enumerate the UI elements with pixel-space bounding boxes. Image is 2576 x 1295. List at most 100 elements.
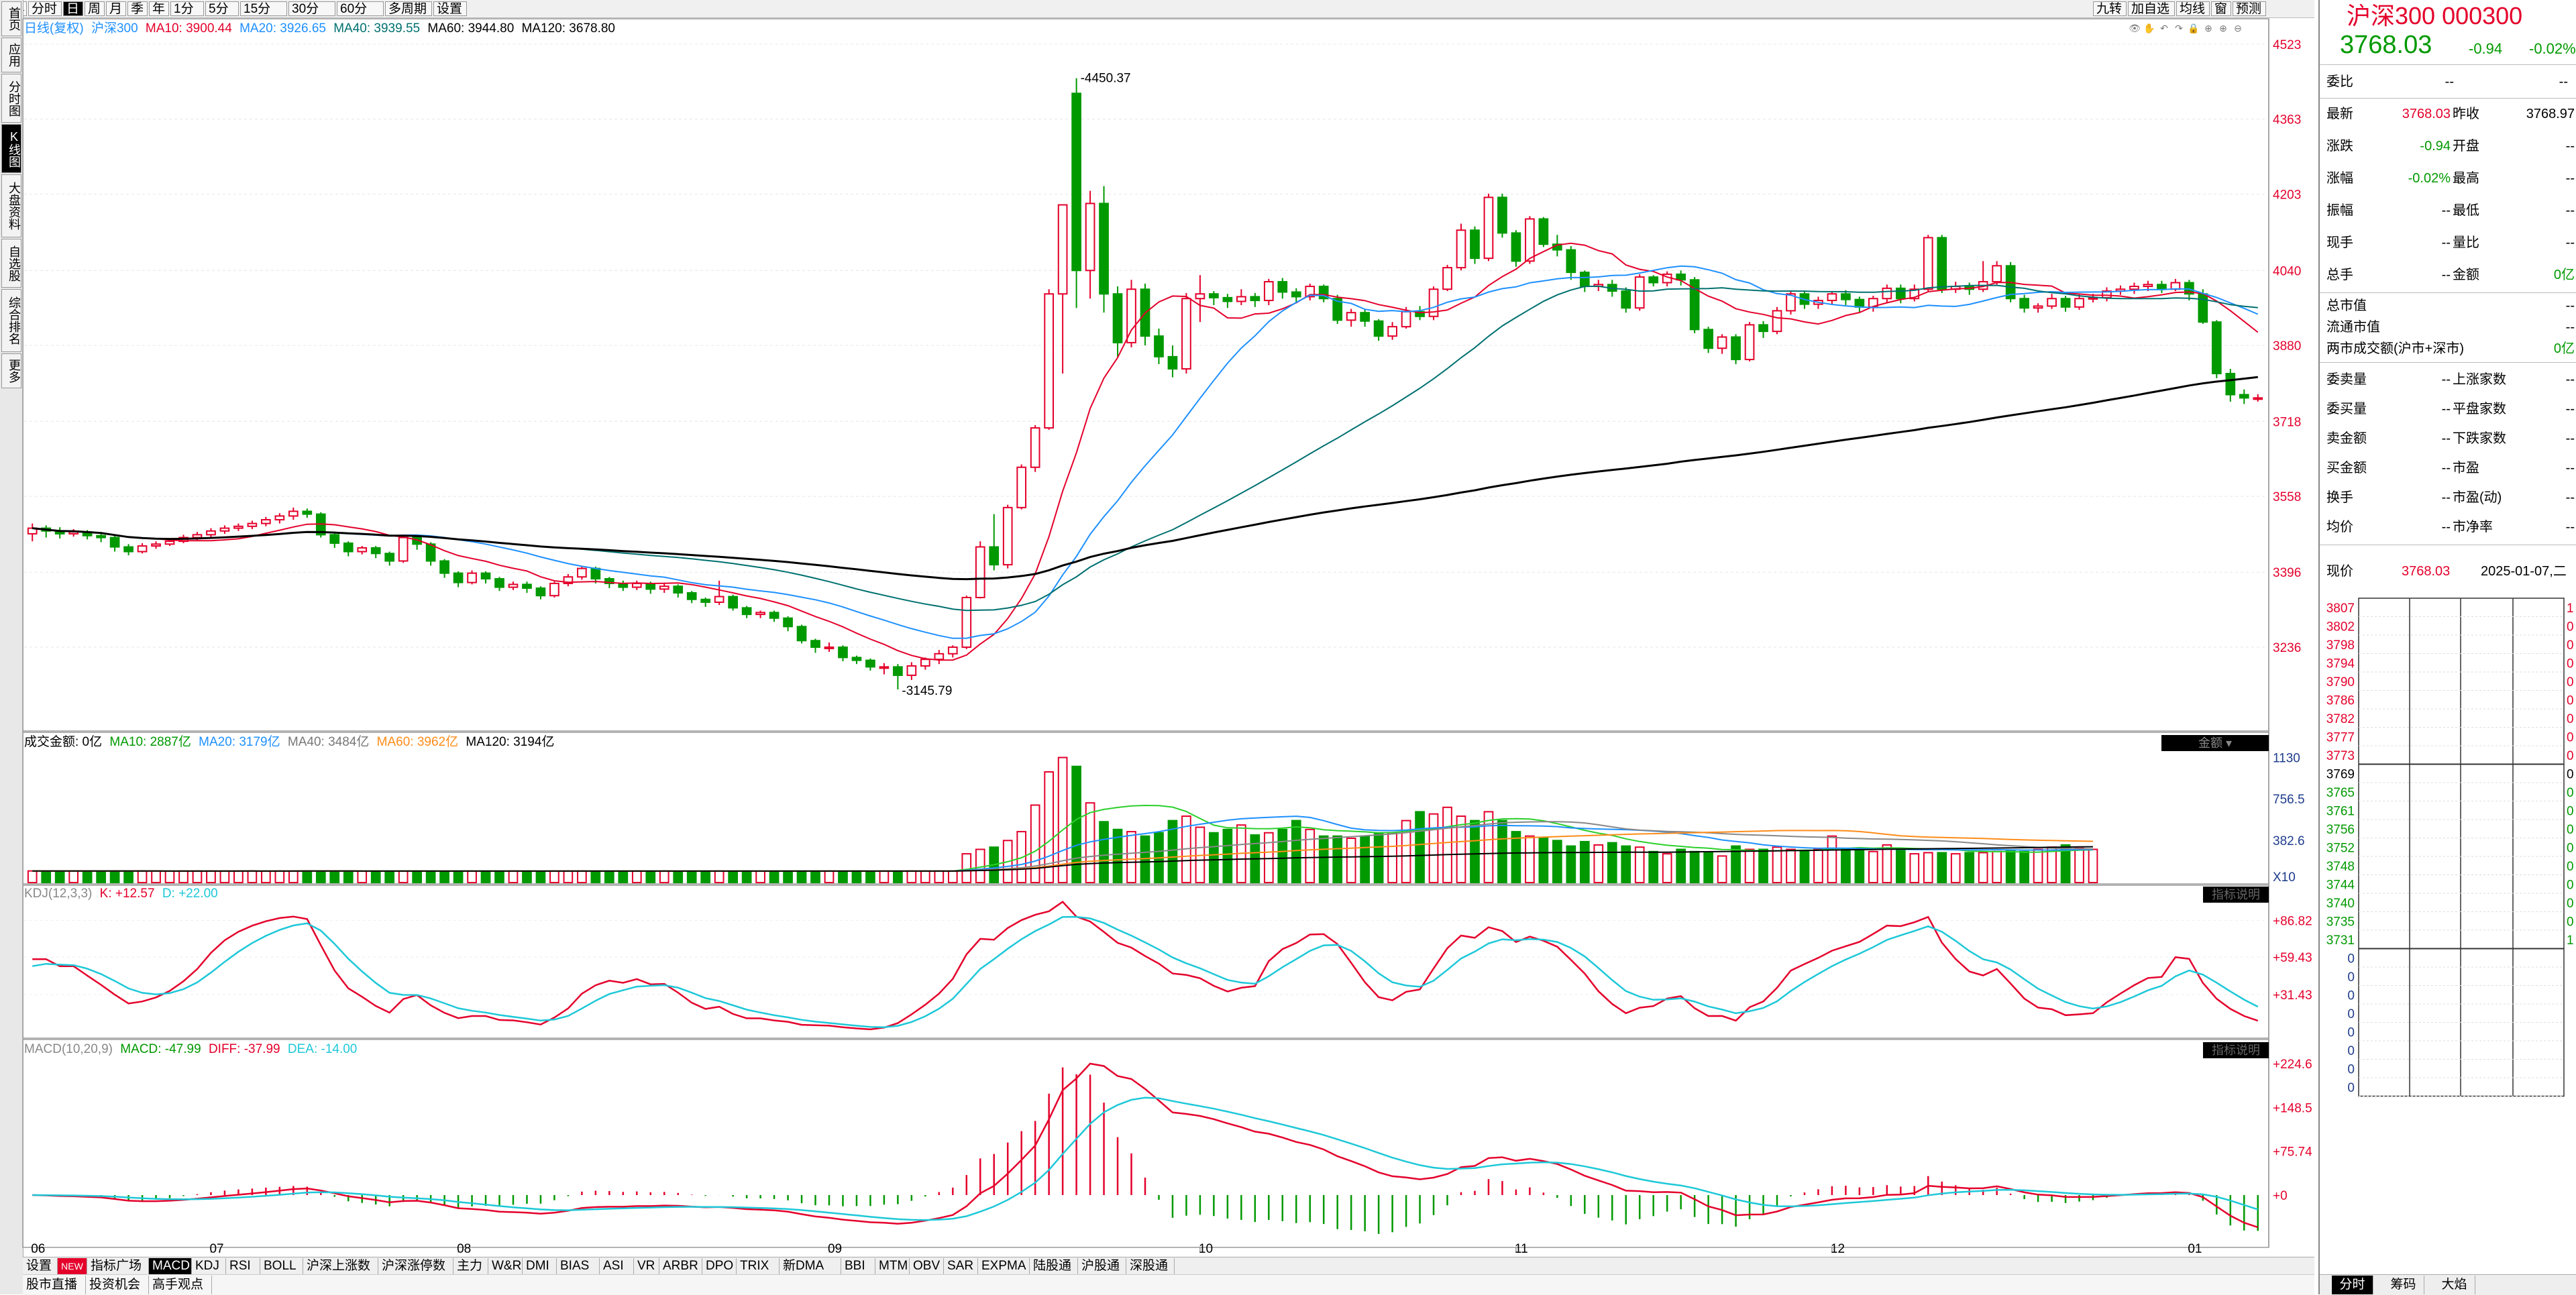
indicator-tab-23[interactable]: EXPMA	[978, 1258, 1030, 1274]
indicator-tab-16[interactable]: DPO	[702, 1258, 737, 1274]
mini-intraday-chart[interactable]: 3807 3802 3798 3794 3790 3786 3782 3777 3773 3769…	[2320, 593, 2575, 1274]
period-tab-11[interactable]: 多周期	[385, 1, 432, 16]
candle[interactable]	[439, 559, 449, 578]
period-tab-1[interactable]: 日	[63, 1, 83, 16]
candle[interactable]	[1621, 287, 1631, 313]
candle[interactable]	[741, 606, 752, 618]
indicator-tab-13[interactable]: ASI	[600, 1258, 634, 1274]
toolbar-right-button-4[interactable]: 预测	[2233, 1, 2266, 16]
candle[interactable]	[1167, 345, 1178, 378]
zoom-in-icon[interactable]: ⊕	[2219, 23, 2227, 34]
indicator-tab-12[interactable]: BIAS	[557, 1258, 600, 1274]
candle[interactable]	[810, 638, 820, 653]
indicator-tab-15[interactable]: ARBR	[659, 1258, 702, 1274]
indicator-tab-9[interactable]: 主力	[453, 1258, 488, 1274]
indicator-tab-0[interactable]: 设置	[23, 1258, 58, 1274]
candle[interactable]	[1648, 275, 1659, 287]
candle[interactable]	[1703, 327, 1713, 353]
period-tab-12[interactable]: 设置	[433, 1, 467, 16]
candle[interactable]	[2211, 320, 2222, 378]
indicator-tab-4[interactable]: KDJ	[192, 1258, 226, 1274]
candle[interactable]	[714, 580, 724, 606]
candle[interactable]	[975, 541, 985, 599]
sidebar-tab-6[interactable]: 综合排名	[1, 289, 21, 352]
candle[interactable]	[1909, 284, 1920, 302]
candle[interactable]	[1868, 296, 1878, 312]
candle[interactable]	[686, 591, 697, 604]
candle[interactable]	[2129, 282, 2139, 294]
candle[interactable]	[989, 514, 1000, 571]
candle[interactable]	[2239, 389, 2249, 404]
candle[interactable]	[1538, 217, 1549, 247]
candle[interactable]	[1937, 235, 1947, 293]
candle[interactable]	[631, 580, 642, 590]
candle[interactable]	[1332, 294, 1343, 324]
candle[interactable]	[1950, 282, 1961, 293]
indicator-tab-7[interactable]: 沪深上涨数	[303, 1258, 378, 1274]
news-tab-1[interactable]: 投资机会	[86, 1276, 149, 1294]
target-icon[interactable]: ⊕	[2204, 23, 2212, 34]
candle[interactable]	[425, 542, 436, 566]
candle[interactable]	[618, 580, 629, 592]
quote-tab-1[interactable]: 筹码	[2383, 1276, 2424, 1294]
candle[interactable]	[1511, 230, 1521, 267]
candle[interactable]	[2198, 289, 2208, 324]
candle[interactable]	[1291, 288, 1301, 302]
quote-tab-2[interactable]: 大焰	[2434, 1276, 2475, 1294]
candle[interactable]	[783, 616, 793, 632]
sidebar-tab-1[interactable]: 应用	[1, 38, 21, 72]
toolbar-right-button-2[interactable]: 均线	[2176, 1, 2210, 16]
candle[interactable]	[1360, 309, 1371, 327]
candle[interactable]	[1099, 186, 1109, 313]
candle[interactable]	[1470, 226, 1480, 264]
candle[interactable]	[109, 535, 120, 552]
candle[interactable]	[590, 566, 601, 584]
candle[interactable]	[1758, 321, 1768, 338]
candle[interactable]	[206, 528, 216, 538]
indicator-tab-25[interactable]: 沪股通	[1078, 1258, 1126, 1274]
candle[interactable]	[151, 541, 161, 549]
period-tab-0[interactable]: 分时	[28, 1, 62, 16]
candle[interactable]	[1841, 290, 1851, 306]
undo-icon[interactable]: ↶	[2160, 23, 2168, 34]
candle[interactable]	[1882, 284, 1892, 302]
eye-icon[interactable]: 👁	[2129, 23, 2141, 34]
candle[interactable]	[1181, 292, 1191, 374]
toolbar-right-button-1[interactable]: 加自选	[2128, 1, 2175, 16]
candle[interactable]	[41, 525, 52, 538]
candle[interactable]	[1305, 283, 1316, 301]
macd-help-button[interactable]: 指标说明	[2203, 1042, 2269, 1058]
indicator-tab-26[interactable]: 深股通	[1126, 1258, 1175, 1274]
candle[interactable]	[522, 581, 532, 593]
candle[interactable]	[906, 662, 917, 680]
candle[interactable]	[769, 610, 780, 622]
candle[interactable]	[1277, 278, 1288, 299]
indicator-tab-6[interactable]: BOLL	[260, 1258, 303, 1274]
candle[interactable]	[1579, 270, 1590, 292]
candle[interactable]	[2019, 294, 2029, 313]
candle[interactable]	[673, 584, 684, 598]
candle[interactable]	[1250, 292, 1260, 307]
candle[interactable]	[2253, 394, 2263, 402]
candle[interactable]	[1222, 294, 1233, 308]
candle[interactable]	[370, 546, 381, 559]
kdj-help-button[interactable]: 指标说明	[2203, 887, 2269, 903]
indicator-tab-24[interactable]: 陆股通	[1030, 1258, 1078, 1274]
sidebar-tab-3[interactable]: K线图	[1, 124, 21, 173]
indicator-tab-21[interactable]: OBV	[910, 1258, 944, 1274]
candle[interactable]	[1016, 464, 1027, 510]
candle[interactable]	[1992, 261, 2002, 285]
candle[interactable]	[233, 523, 244, 531]
candle[interactable]	[1525, 216, 1535, 264]
candle[interactable]	[1923, 235, 1933, 292]
candle[interactable]	[274, 513, 285, 524]
candle[interactable]	[1195, 275, 1205, 323]
candle[interactable]	[1140, 283, 1150, 346]
candle[interactable]	[54, 527, 65, 539]
kline-chart[interactable]: 4523 4363 4203 4040 3880 3718 3558 3396 3236 -445…	[0, 0, 2314, 1257]
candle[interactable]	[1744, 322, 1755, 361]
lock-icon[interactable]: 🔒	[2188, 23, 2200, 34]
candle[interactable]	[2102, 287, 2112, 302]
candle[interactable]	[96, 532, 106, 543]
period-tab-4[interactable]: 季	[127, 1, 148, 16]
